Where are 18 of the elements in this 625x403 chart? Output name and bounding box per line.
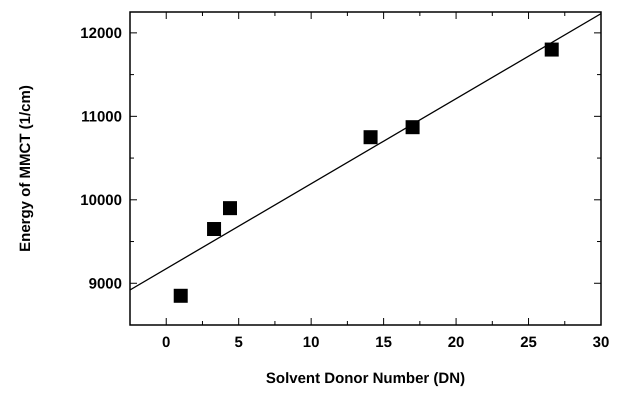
y-tick-label: 9000 — [88, 276, 122, 293]
point — [364, 130, 378, 144]
y-tick-label: 11000 — [81, 108, 122, 126]
x-tick-label: 30 — [592, 334, 610, 351]
x-axis-title: Solvent Donor Number (DN) — [266, 370, 466, 387]
y-tick-label: 12000 — [80, 25, 122, 42]
y-tick-label: 10000 — [80, 192, 122, 210]
y-axis-title: Energy of MMCT (1/cm) — [17, 85, 34, 252]
x-tick-label: 20 — [448, 334, 464, 351]
point — [174, 288, 188, 303]
x-tick-label: 15 — [375, 334, 392, 351]
point — [222, 201, 237, 216]
x-tick-label: 0 — [162, 334, 170, 351]
point — [207, 222, 222, 236]
point — [544, 42, 559, 57]
x-tick-label: 10 — [302, 334, 320, 351]
x-tick-label: 25 — [520, 334, 537, 351]
x-tick-label: 5 — [234, 334, 243, 351]
